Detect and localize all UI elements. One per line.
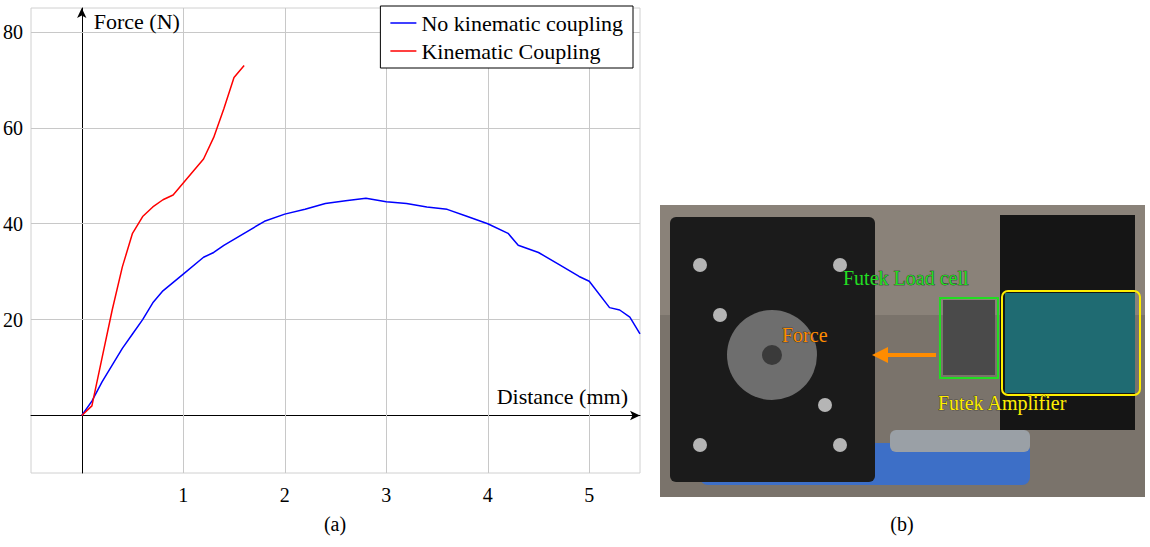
svg-text:3: 3	[381, 484, 391, 505]
svg-text:Distance (mm): Distance (mm)	[497, 384, 628, 409]
svg-text:1: 1	[178, 484, 188, 505]
html-text:(b): (b)	[890, 513, 914, 535]
svg-text:80: 80	[3, 21, 23, 43]
svg-text:40: 40	[3, 213, 23, 235]
svg-text:No kinematic coupling: No kinematic coupling	[421, 11, 623, 36]
svg-text:Kinematic Coupling: Kinematic Coupling	[421, 39, 600, 64]
svg-text:Force (N): Force (N)	[94, 9, 180, 34]
svg-text:2: 2	[280, 484, 290, 505]
svg-text:60: 60	[3, 117, 23, 139]
svg-text:5: 5	[584, 484, 594, 505]
html-text:(a): (a)	[323, 513, 347, 535]
svg-text:Futek Load cell: Futek Load cell	[843, 267, 969, 289]
svg-text:Futek Amplifier: Futek Amplifier	[938, 392, 1067, 415]
svg-text:20: 20	[3, 309, 23, 331]
svg-text:Force: Force	[782, 324, 828, 346]
svg-text:4: 4	[483, 484, 493, 505]
